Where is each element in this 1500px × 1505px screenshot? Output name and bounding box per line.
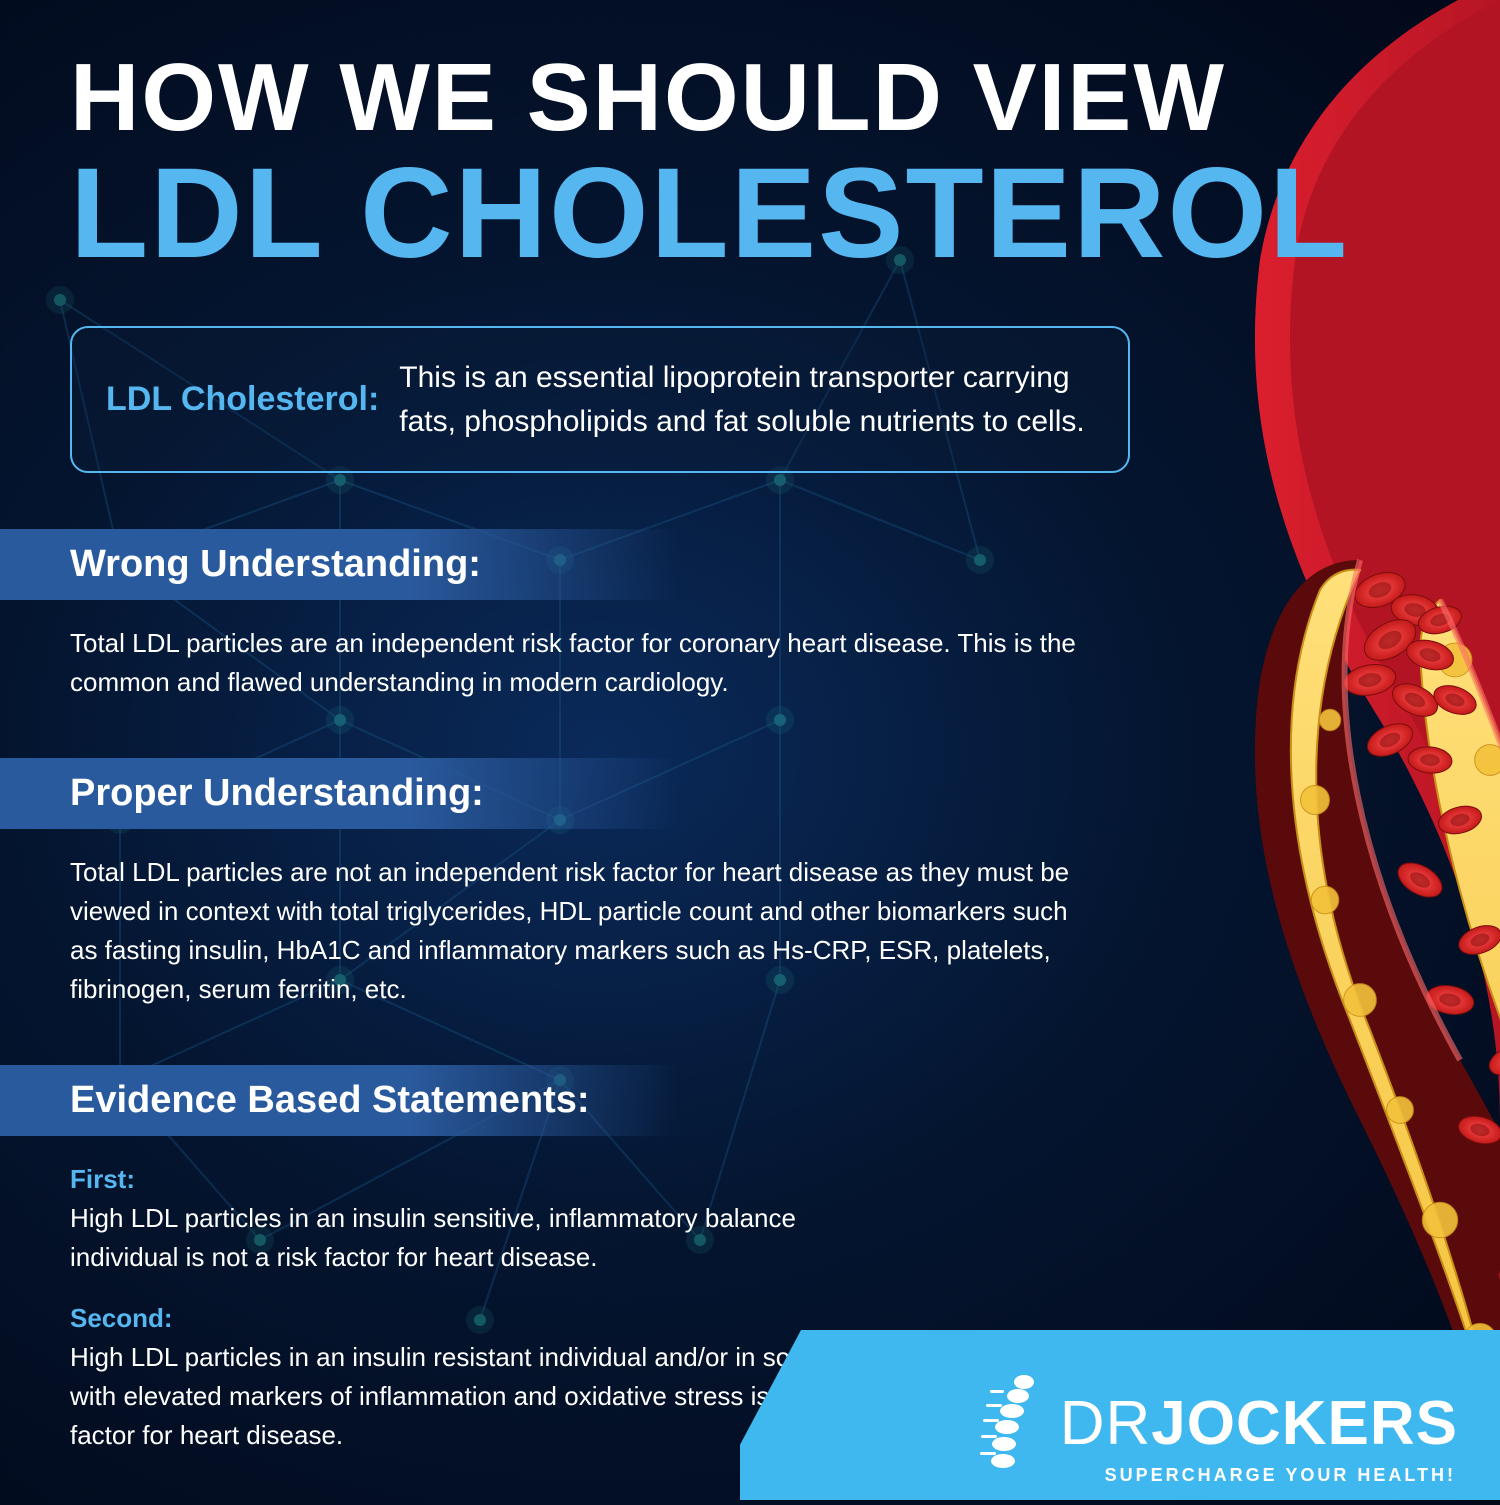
title-line-2: LDL CHOLESTEROL <box>70 150 1430 278</box>
brand-name-bold: JOCKERS <box>1151 1389 1458 1458</box>
definition-label: LDL Cholesterol: <box>106 380 379 419</box>
statement-text: High LDL particles in an insulin sensiti… <box>70 1199 890 1277</box>
section-body: Total LDL particles are an independent r… <box>70 624 1090 702</box>
definition-box: LDL Cholesterol: This is an essential li… <box>70 326 1130 473</box>
brand-spine-icon <box>980 1374 1044 1474</box>
brand-name-light: DR <box>1060 1389 1152 1458</box>
section-heading: Evidence Based Statements: <box>0 1065 680 1136</box>
brand-corner: DRJOCKERS SUPERCHARGE YOUR HEALTH! <box>740 1330 1500 1500</box>
section-heading: Wrong Understanding: <box>0 529 680 600</box>
definition-text: This is an essential lipoprotein transpo… <box>399 356 1094 443</box>
brand-tagline: SUPERCHARGE YOUR HEALTH! <box>1105 1465 1456 1486</box>
title-line-1: HOW WE SHOULD VIEW <box>70 50 1430 146</box>
brand-name: DRJOCKERS <box>1060 1393 1458 1455</box>
section-body: Total LDL particles are not an independe… <box>70 853 1090 1009</box>
section-heading: Proper Understanding: <box>0 758 680 829</box>
statement-label: First: <box>70 1160 890 1199</box>
